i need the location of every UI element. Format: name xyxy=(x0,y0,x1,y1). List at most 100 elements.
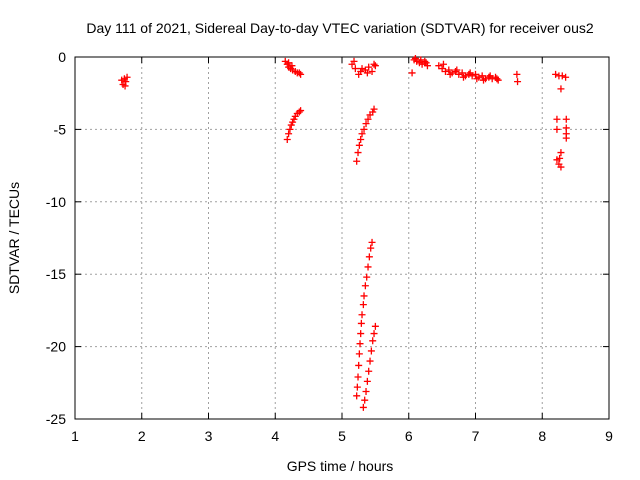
data-point-plus-marker xyxy=(558,72,566,80)
data-point-plus-marker xyxy=(485,73,493,81)
data-point-plus-marker xyxy=(552,70,560,78)
x-axis-tick-labels: 1 2 3 4 5 6 7 8 9 xyxy=(71,428,613,444)
x-tick-label: 4 xyxy=(271,428,279,444)
data-point-plus-marker xyxy=(556,154,564,162)
data-point-plus-marker xyxy=(363,69,371,77)
data-point-plus-marker xyxy=(285,130,293,138)
data-point-plus-marker xyxy=(295,69,303,77)
x-tick-label: 3 xyxy=(205,428,213,444)
data-point-plus-marker xyxy=(362,387,370,395)
data-point-plus-marker xyxy=(421,57,429,65)
data-point-plus-marker xyxy=(553,125,561,133)
data-point-plus-marker xyxy=(370,105,378,113)
data-point-plus-marker xyxy=(357,136,365,144)
data-point-plus-marker xyxy=(370,330,378,338)
x-tick-label: 8 xyxy=(538,428,546,444)
data-point-plus-marker xyxy=(422,59,430,67)
data-point-plus-marker xyxy=(494,76,502,84)
data-point-plus-marker xyxy=(365,367,373,375)
data-point-plus-marker xyxy=(354,149,362,157)
x-tick-label: 1 xyxy=(71,428,79,444)
data-point-plus-marker xyxy=(480,76,488,84)
data-point-plus-marker xyxy=(369,337,377,345)
data-point-plus-marker xyxy=(466,69,474,77)
chart-title: Day 111 of 2021, Sidereal Day-to-day VTE… xyxy=(86,20,594,36)
data-point-plus-marker xyxy=(364,115,372,123)
data-point-plus-marker xyxy=(357,319,365,327)
data-point-plus-marker xyxy=(362,120,370,128)
data-point-plus-marker xyxy=(441,67,449,75)
data-point-plus-marker xyxy=(364,263,372,271)
data-point-plus-marker xyxy=(358,130,366,138)
data-point-plus-marker xyxy=(357,330,365,338)
data-point-plus-marker xyxy=(361,396,369,404)
data-point-plus-marker xyxy=(366,357,374,365)
data-point-plus-marker xyxy=(360,292,368,300)
x-tick-label: 6 xyxy=(405,428,413,444)
data-point-plus-marker xyxy=(355,350,363,358)
data-point-plus-marker xyxy=(557,85,565,93)
data-point-plus-marker xyxy=(283,136,291,144)
data-point-plus-marker xyxy=(562,115,570,123)
data-point-plus-marker xyxy=(122,78,130,86)
data-point-plus-marker xyxy=(557,149,565,157)
data-point-plus-marker xyxy=(365,253,373,261)
data-point-plus-marker xyxy=(370,60,378,68)
data-point-plus-marker xyxy=(371,62,379,70)
data-point-plus-marker xyxy=(459,73,467,81)
grid-lines xyxy=(75,57,609,419)
data-point-plus-marker xyxy=(359,403,367,411)
y-tick-label: -5 xyxy=(54,121,67,137)
data-point-plus-marker xyxy=(295,108,303,116)
y-tick-label: -15 xyxy=(46,266,66,282)
data-series-sdtvar xyxy=(118,54,570,411)
y-axis-tick-labels: 0 -5 -10 -15 -20 -25 xyxy=(46,49,66,427)
data-point-plus-marker xyxy=(354,373,362,381)
data-point-plus-marker xyxy=(353,392,361,400)
data-point-plus-marker xyxy=(350,57,358,65)
data-point-plus-marker xyxy=(465,70,473,78)
data-point-plus-marker xyxy=(359,301,367,309)
x-tick-label: 5 xyxy=(338,428,346,444)
data-point-plus-marker xyxy=(121,82,129,90)
data-point-plus-marker xyxy=(439,60,447,68)
data-point-plus-marker xyxy=(123,73,131,81)
data-point-plus-marker xyxy=(365,63,373,71)
data-point-plus-marker xyxy=(453,66,461,74)
data-point-plus-marker xyxy=(371,322,379,330)
x-tick-label: 7 xyxy=(472,428,480,444)
data-point-plus-marker xyxy=(493,75,501,83)
y-tick-label: -25 xyxy=(46,411,66,427)
data-point-plus-marker xyxy=(361,282,369,290)
data-point-plus-marker xyxy=(513,70,521,78)
plot-frame xyxy=(74,56,610,420)
x-tick-label: 9 xyxy=(605,428,613,444)
data-point-plus-marker xyxy=(367,244,375,252)
data-point-plus-marker xyxy=(514,78,522,86)
data-point-plus-marker xyxy=(446,70,454,78)
data-point-plus-marker xyxy=(411,54,419,62)
data-point-plus-marker xyxy=(297,107,305,115)
y-tick-label: 0 xyxy=(58,49,66,65)
data-point-plus-marker xyxy=(353,383,361,391)
data-point-plus-marker xyxy=(553,115,561,123)
data-point-plus-marker xyxy=(355,141,363,149)
data-point-plus-marker xyxy=(368,238,376,246)
data-point-plus-marker xyxy=(408,69,416,77)
data-point-plus-marker xyxy=(286,125,294,133)
data-point-plus-marker xyxy=(562,134,570,142)
data-point-plus-marker xyxy=(351,65,359,73)
x-tick-label: 2 xyxy=(138,428,146,444)
data-point-plus-marker xyxy=(557,163,565,171)
data-point-plus-marker xyxy=(288,62,296,70)
data-point-plus-marker xyxy=(357,67,365,75)
data-point-plus-marker xyxy=(417,56,425,64)
y-tick-label: -10 xyxy=(46,194,66,210)
data-point-plus-marker xyxy=(355,361,363,369)
data-point-plus-marker xyxy=(473,75,481,83)
data-point-plus-marker xyxy=(360,125,368,133)
data-point-plus-marker xyxy=(367,347,375,355)
data-point-plus-marker xyxy=(363,273,371,281)
data-point-plus-marker xyxy=(562,73,570,81)
